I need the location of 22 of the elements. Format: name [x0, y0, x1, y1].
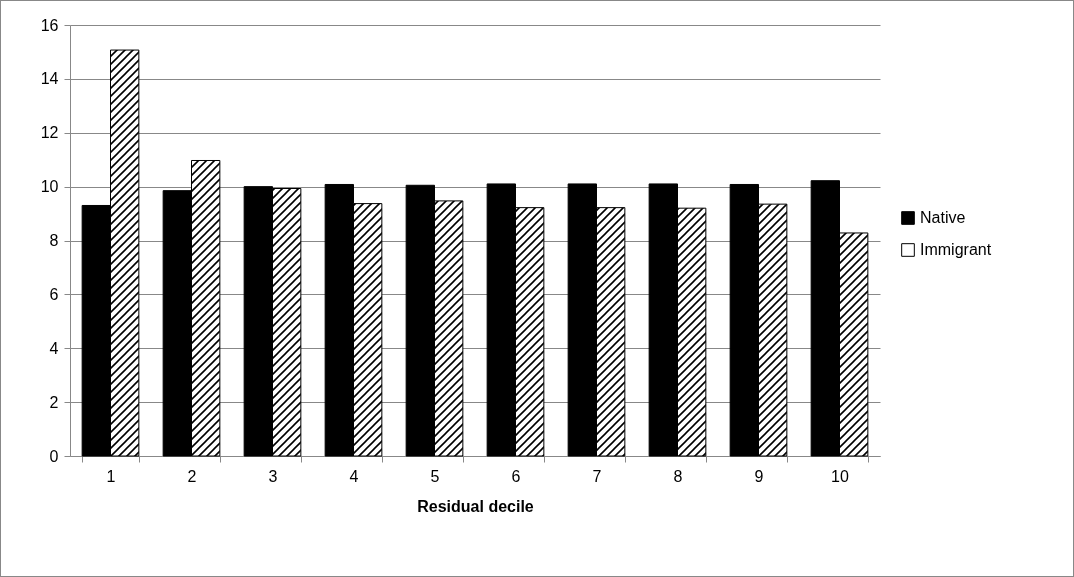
- x-tick-label: 7: [592, 467, 602, 485]
- x-tick-label: 10: [831, 467, 849, 485]
- y-tick-label: 16: [40, 16, 59, 34]
- y-tick-label: 0: [49, 447, 59, 465]
- y-tick-label: 10: [40, 178, 59, 196]
- x-tick-label: 1: [106, 467, 116, 485]
- x-axis-title: Residual decile: [417, 497, 534, 515]
- x-tick-label: 4: [349, 467, 359, 485]
- legend-label: Immigrant: [920, 241, 992, 258]
- y-tick-label: 4: [49, 339, 59, 357]
- y-tick-label: 2: [49, 393, 59, 411]
- y-tick-label: 6: [49, 285, 59, 303]
- x-tick-label: 8: [673, 467, 683, 485]
- x-tick-label: 5: [430, 467, 440, 485]
- x-tick-label: 9: [754, 467, 764, 485]
- x-tick-label: 3: [268, 467, 278, 485]
- legend-label: Native: [920, 209, 966, 226]
- x-tick-label: 2: [187, 467, 197, 485]
- y-tick-label: 12: [40, 124, 59, 142]
- y-tick-label: 14: [40, 70, 59, 88]
- x-tick-label: 6: [511, 467, 521, 485]
- y-tick-label: 8: [49, 232, 59, 249]
